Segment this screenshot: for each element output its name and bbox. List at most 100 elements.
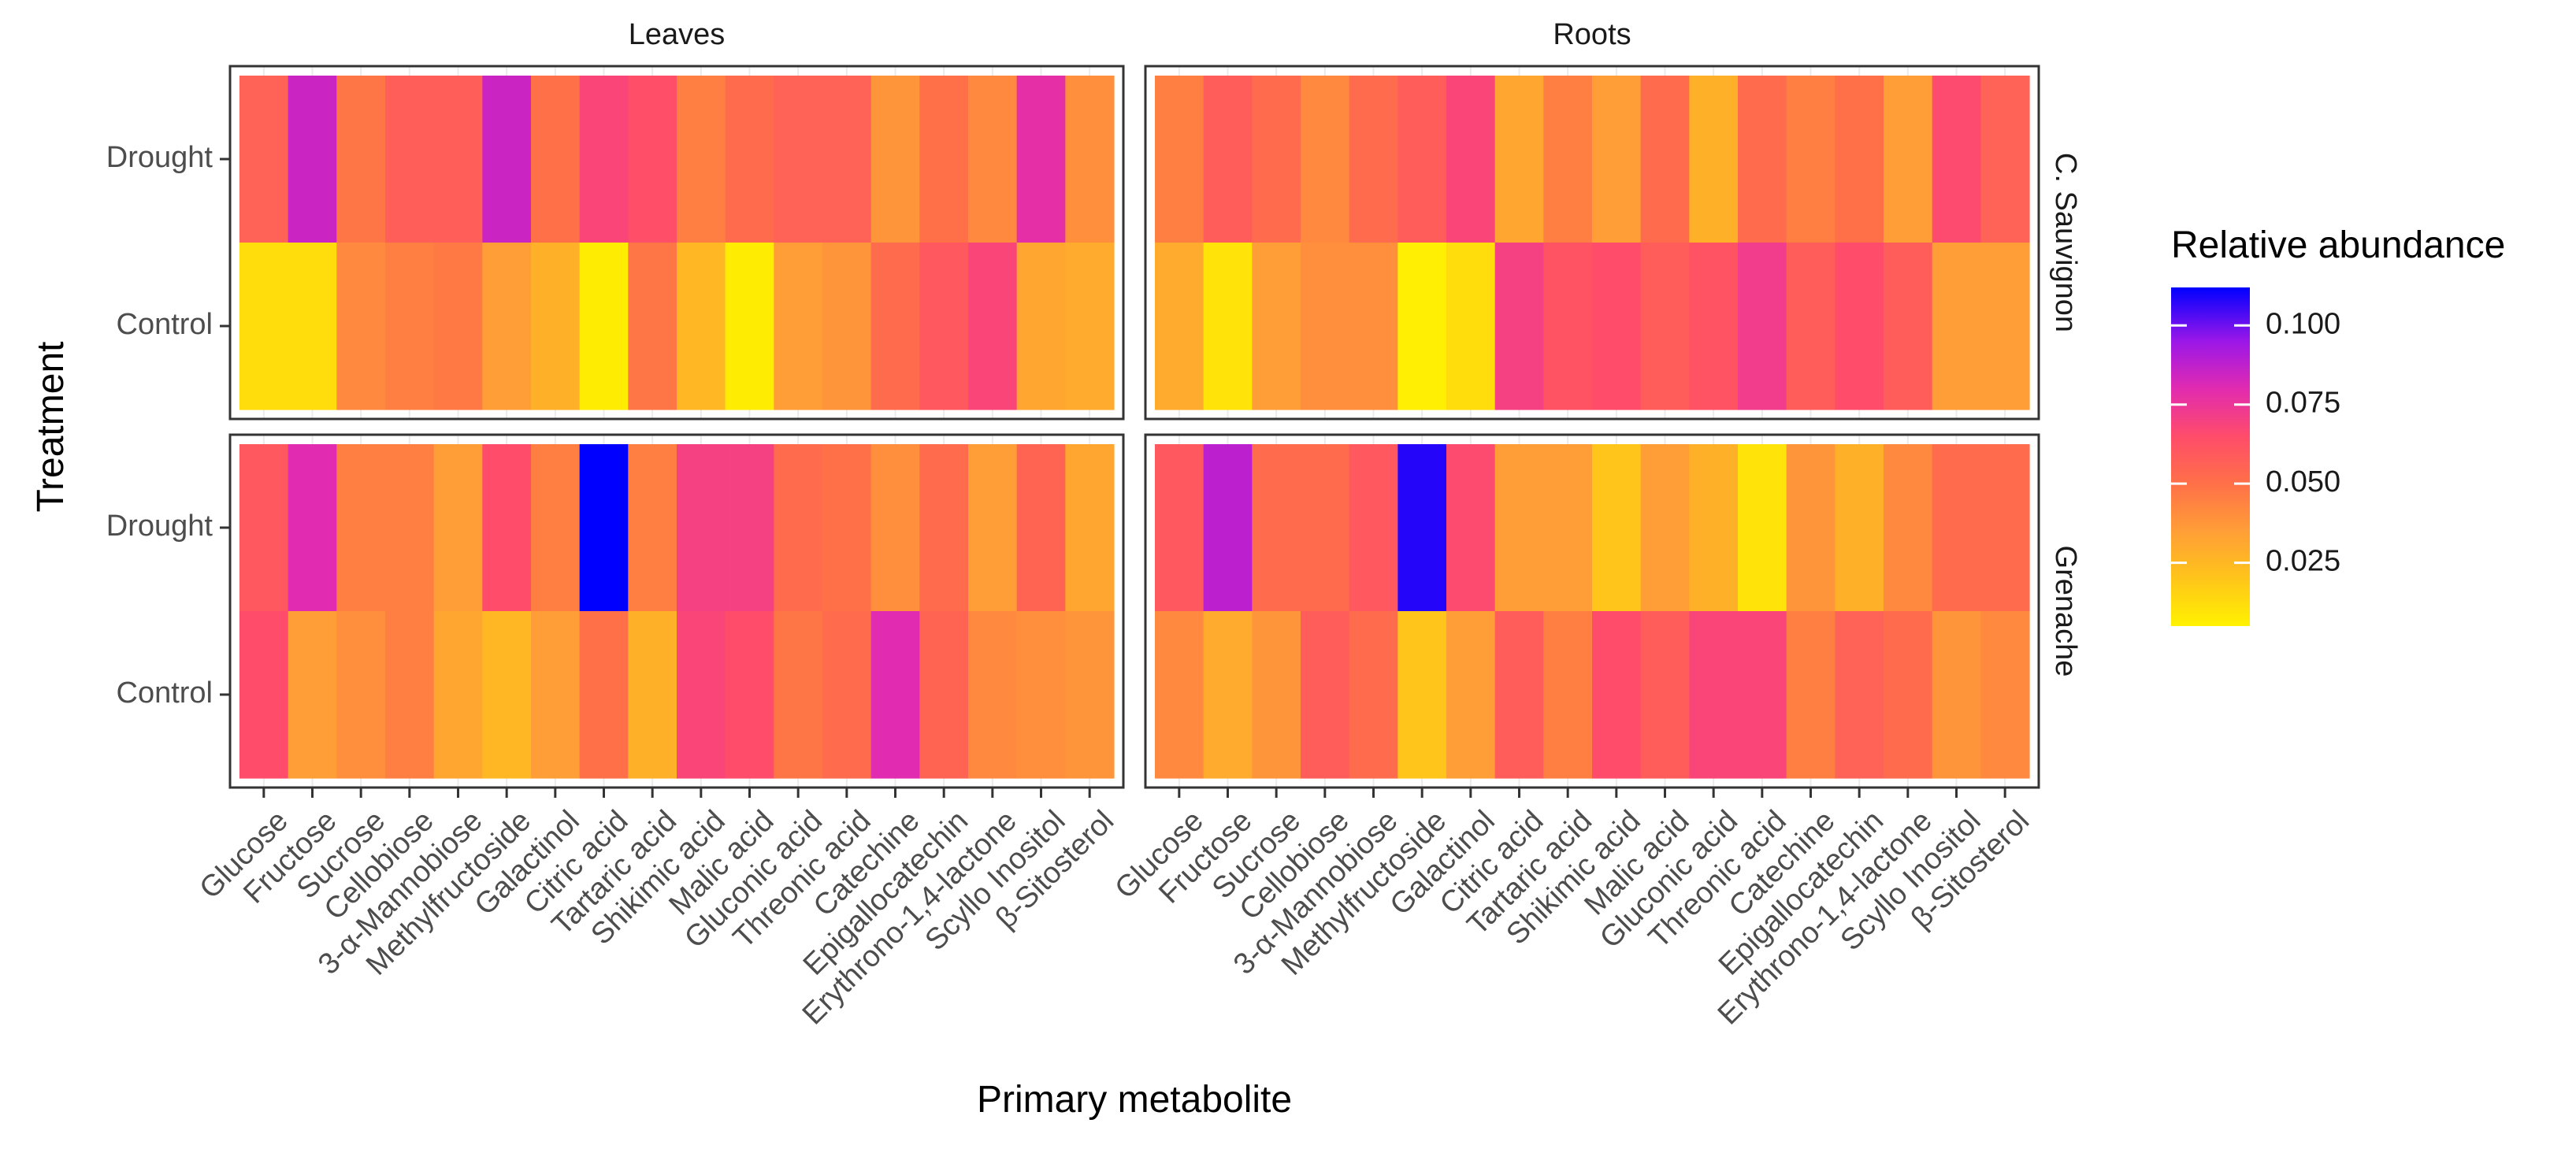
legend-tick-label: 0.025	[2266, 545, 2340, 578]
heatmap-cell	[531, 76, 581, 243]
heatmap-cell	[1543, 76, 1593, 243]
heatmap-cell	[336, 611, 386, 779]
facet-column-label: Leaves	[629, 18, 726, 51]
heatmap-cell	[579, 611, 629, 779]
heatmap-cell	[1155, 444, 1204, 612]
heatmap-cell	[1446, 444, 1496, 612]
heatmap-cell	[1494, 444, 1544, 612]
heatmap-cell	[822, 611, 872, 779]
heatmap-cell	[239, 444, 289, 612]
panel-border	[228, 433, 1125, 789]
heatmap-cell	[531, 611, 581, 779]
legend-tick-label: 0.100	[2266, 307, 2340, 340]
heatmap-cell	[336, 444, 386, 612]
heatmap-cell	[1640, 611, 1690, 779]
heatmap-cell	[1689, 243, 1739, 410]
heatmap-cell	[239, 611, 289, 779]
heatmap-cell	[1155, 243, 1204, 410]
heatmap-cell	[870, 243, 920, 410]
y-tick-label: Drought	[106, 141, 213, 174]
heatmap-cell	[1155, 611, 1204, 779]
heatmap-cell	[1738, 243, 1787, 410]
heatmap-cell	[1786, 611, 1835, 779]
heatmap-cell	[677, 76, 726, 243]
heatmap-cell	[288, 76, 337, 243]
heatmap-cell	[1301, 444, 1350, 612]
heatmap-cell	[725, 76, 774, 243]
heatmap-cell	[1397, 243, 1447, 410]
heatmap-cell	[1494, 76, 1544, 243]
heatmap-cell	[919, 243, 969, 410]
heatmap-cell	[1203, 76, 1253, 243]
heatmap-cell	[774, 243, 823, 410]
heatmap-cell	[677, 243, 726, 410]
heatmap-cell	[1980, 243, 2030, 410]
heatmap-cell	[870, 611, 920, 779]
heatmap-cell	[1016, 611, 1066, 779]
heatmap-panel	[1144, 433, 2040, 789]
heatmap-cell	[1252, 76, 1301, 243]
heatmap-cell	[1155, 76, 1204, 243]
heatmap-cell	[725, 243, 774, 410]
heatmap-cell	[1980, 611, 2030, 779]
legend-title: Relative abundance	[2171, 224, 2505, 266]
heatmap-cell	[1884, 76, 1933, 243]
heatmap-cell	[1689, 611, 1739, 779]
heatmap-cell	[1738, 444, 1787, 612]
heatmap-cell	[628, 444, 677, 612]
heatmap-cell	[968, 76, 1018, 243]
heatmap-cell	[433, 444, 483, 612]
legend-colorbar	[2171, 287, 2250, 626]
heatmap-cell	[433, 76, 483, 243]
heatmap-cell	[1301, 611, 1350, 779]
heatmap-cell	[1349, 444, 1398, 612]
heatmap-cell	[1301, 76, 1350, 243]
facet-row-label: Grenache	[2049, 546, 2082, 677]
heatmap-cell	[1397, 444, 1447, 612]
heatmap-cell	[1494, 611, 1544, 779]
heatmap-cell	[1980, 76, 2030, 243]
facet-row-label: C. Sauvignon	[2049, 153, 2082, 332]
heatmap-cell	[579, 76, 629, 243]
heatmap-cell	[579, 444, 629, 612]
panel-border	[1144, 65, 2040, 421]
heatmap-cell	[1592, 611, 1642, 779]
heatmap-cell	[482, 611, 532, 779]
heatmap-cell	[531, 243, 581, 410]
heatmap-cell	[677, 611, 726, 779]
heatmap-cell	[968, 444, 1018, 612]
heatmap-cell	[482, 243, 532, 410]
heatmap-cell	[239, 243, 289, 410]
heatmap-cell	[1835, 444, 1884, 612]
heatmap-cell	[385, 611, 435, 779]
heatmap-cell	[1397, 76, 1447, 243]
heatmap-cell	[1786, 243, 1835, 410]
heatmap-panel	[228, 65, 1125, 421]
heatmap-cell	[1689, 444, 1739, 612]
heatmap-cell	[482, 444, 532, 612]
heatmap-cell	[1835, 243, 1884, 410]
heatmap-cell	[1016, 243, 1066, 410]
heatmap-cell	[1446, 611, 1496, 779]
heatmap-cell	[1932, 243, 1981, 410]
heatmap-cell	[1835, 611, 1884, 779]
y-tick-label: Control	[117, 308, 213, 341]
heatmap-cell	[288, 611, 337, 779]
heatmap-cell	[288, 444, 337, 612]
heatmap-cell	[1301, 243, 1350, 410]
heatmap-cell	[1349, 76, 1398, 243]
heatmap-cell	[1016, 444, 1066, 612]
heatmap-cell	[1065, 76, 1115, 243]
y-tick-label: Drought	[106, 510, 213, 543]
heatmap-cell	[1494, 243, 1544, 410]
heatmap-cell	[1349, 243, 1398, 410]
heatmap-panel	[228, 433, 1125, 789]
heatmap-cell	[1252, 444, 1301, 612]
legend-tick-label: 0.075	[2266, 387, 2340, 420]
heatmap-cell	[1835, 76, 1884, 243]
heatmap-cell	[822, 243, 872, 410]
heatmap-cell	[870, 76, 920, 243]
heatmap-cell	[1932, 76, 1981, 243]
heatmap-cell	[1592, 76, 1642, 243]
heatmap-cell	[1349, 611, 1398, 779]
